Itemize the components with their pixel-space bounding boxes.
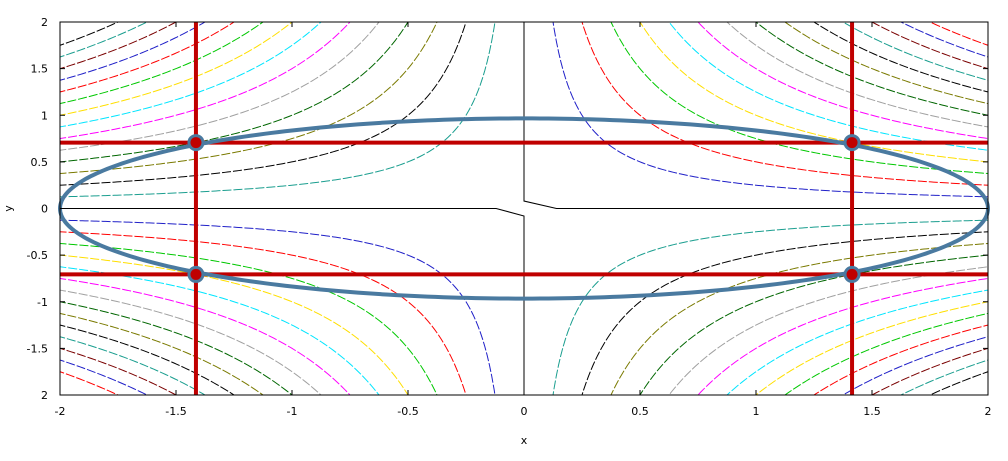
x-tick-label: 2 xyxy=(985,405,992,418)
y-axis-ticks: 2 1.5 1 0.5 0 -0.5 -1 -1.5 2 xyxy=(27,16,988,402)
y-tick-label: 0 xyxy=(41,203,48,216)
intersection-point xyxy=(843,265,861,283)
y-tick-label: -0.5 xyxy=(27,249,48,262)
intersection-point xyxy=(843,134,861,152)
contour-line xyxy=(928,22,988,46)
x-tick-label: -0.5 xyxy=(397,405,418,418)
zero-axes xyxy=(60,22,988,395)
contour-line xyxy=(60,254,409,395)
contour-line xyxy=(899,22,988,58)
contour-line xyxy=(60,336,206,395)
x-axis-ticks: -2 -1.5 -1 -0.5 0 0.5 1 1.5 2 xyxy=(55,22,992,418)
contour-line xyxy=(552,219,988,395)
x-tick-label: -2 xyxy=(55,405,66,418)
contour-line xyxy=(60,359,149,395)
contour-line xyxy=(928,371,988,395)
contour-line xyxy=(60,289,322,395)
contour-line xyxy=(784,312,988,395)
contour-line xyxy=(610,242,988,395)
y-axis-label: y xyxy=(2,205,15,212)
zero-contour-upper xyxy=(523,22,988,209)
intersection-point xyxy=(187,265,205,283)
contour-line xyxy=(60,22,149,58)
contour-line xyxy=(639,254,988,395)
contour-line xyxy=(813,324,988,395)
x-tick-label: 1.5 xyxy=(863,405,881,418)
contour-line xyxy=(60,22,264,105)
contour-line xyxy=(60,219,496,395)
contour-line xyxy=(60,22,120,46)
contour-line xyxy=(60,22,322,128)
contour-line xyxy=(668,266,988,395)
contour-line xyxy=(60,242,438,395)
y-tick-label: -1.5 xyxy=(27,342,48,355)
intersection-point xyxy=(187,134,205,152)
x-tick-label: -1.5 xyxy=(165,405,186,418)
contour-line xyxy=(668,22,988,151)
contour-line xyxy=(60,22,351,140)
x-tick-label: 0 xyxy=(521,405,528,418)
contour-line xyxy=(60,22,235,93)
contour-line xyxy=(899,359,988,395)
x-axis-label: x xyxy=(521,434,528,447)
contour-line xyxy=(60,324,235,395)
contour-line xyxy=(870,347,988,395)
y-tick-label: 0.5 xyxy=(31,156,49,169)
contour-line xyxy=(60,301,293,395)
y-tick-label: -1 xyxy=(37,296,48,309)
y-tick-label: 1 xyxy=(41,109,48,122)
y-tick-label: 2 xyxy=(41,16,48,29)
contour-line xyxy=(60,22,496,198)
contour-line xyxy=(60,22,206,81)
contour-line xyxy=(60,277,351,395)
contour-line xyxy=(581,22,988,186)
contour-line xyxy=(581,231,988,395)
contour-line xyxy=(60,22,409,163)
contour-line xyxy=(60,22,178,70)
x-tick-label: -1 xyxy=(287,405,298,418)
contour-line xyxy=(784,22,988,105)
zero-contour-lower xyxy=(60,208,525,395)
contour-line xyxy=(60,371,120,395)
contour-line xyxy=(552,22,988,198)
contour-line xyxy=(60,312,264,395)
x-tick-label: 1 xyxy=(753,405,760,418)
contour-line xyxy=(60,22,293,116)
contour-line xyxy=(610,22,988,175)
contour-line xyxy=(726,22,988,128)
contour-line xyxy=(60,347,178,395)
y-tick-label: 2 xyxy=(41,389,48,402)
y-tick-label: 1.5 xyxy=(31,63,49,76)
contour-line xyxy=(726,289,988,395)
contour-line xyxy=(813,22,988,93)
x-tick-label: 0.5 xyxy=(631,405,649,418)
contour-line xyxy=(60,22,438,175)
contour-line xyxy=(755,301,988,395)
contour-line xyxy=(755,22,988,116)
contour-line xyxy=(870,22,988,70)
intersection-points xyxy=(187,134,861,283)
contour-line xyxy=(639,22,988,163)
